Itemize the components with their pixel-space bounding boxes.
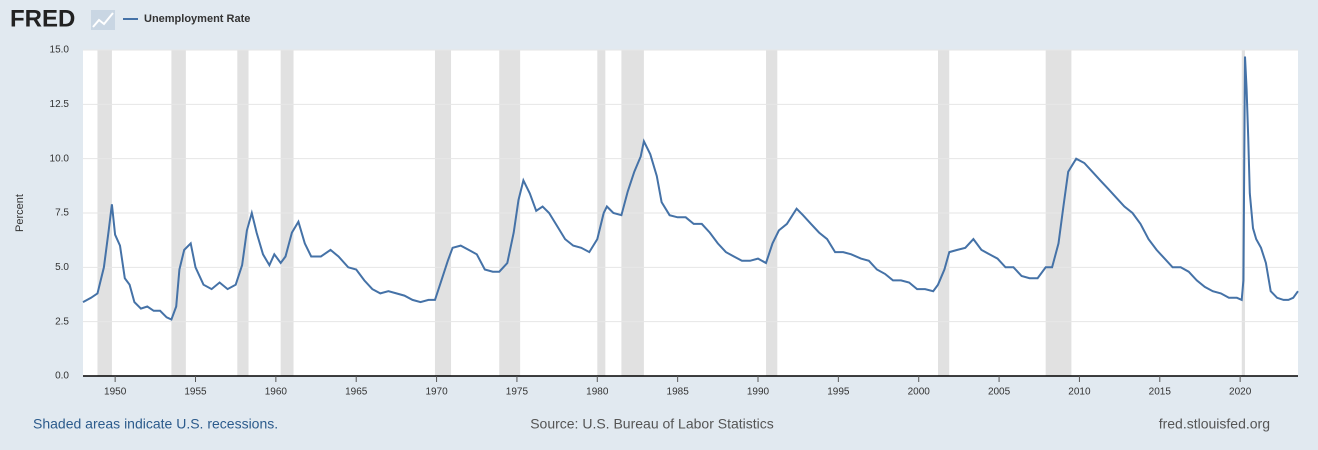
y-tick-label: 10.0 xyxy=(50,153,70,164)
x-tick-label: 1955 xyxy=(184,387,207,398)
x-tick-label: 1970 xyxy=(425,387,448,398)
x-tick-label: 2015 xyxy=(1149,387,1172,398)
x-tick-label: 1995 xyxy=(827,387,850,398)
source: Source: U.S. Bureau of Labor Statistics xyxy=(530,416,774,432)
y-tick-label: 12.5 xyxy=(50,99,70,110)
x-tick-label: 1960 xyxy=(265,387,288,398)
site: fred.stlouisfed.org xyxy=(1159,416,1270,432)
y-tick-label: 5.0 xyxy=(55,262,69,273)
y-axis-label: Percent xyxy=(14,194,26,232)
x-tick-label: 1950 xyxy=(104,387,127,398)
x-tick-label: 2010 xyxy=(1068,387,1091,398)
x-tick-label: 2000 xyxy=(908,387,931,398)
x-tick-label: 2005 xyxy=(988,387,1011,398)
legend-label: Unemployment Rate xyxy=(144,13,250,25)
x-tick-label: 1985 xyxy=(667,387,690,398)
recession-note: Shaded areas indicate U.S. recessions. xyxy=(33,416,278,432)
x-tick-label: 1980 xyxy=(586,387,609,398)
data-line xyxy=(82,56,1299,321)
x-tick-label: 1975 xyxy=(506,387,529,398)
x-tick-label: 1965 xyxy=(345,387,368,398)
x-tick-label: 1990 xyxy=(747,387,770,398)
x-tick-label: 2020 xyxy=(1229,387,1252,398)
y-tick-label: 7.5 xyxy=(55,208,69,219)
y-tick-label: 2.5 xyxy=(55,316,69,327)
brand-logo: FRED xyxy=(10,5,75,32)
y-tick-label: 0.0 xyxy=(55,371,69,382)
logo-icon-line xyxy=(92,12,114,28)
logo-icon xyxy=(91,10,115,30)
y-tick-label: 15.0 xyxy=(50,45,70,56)
